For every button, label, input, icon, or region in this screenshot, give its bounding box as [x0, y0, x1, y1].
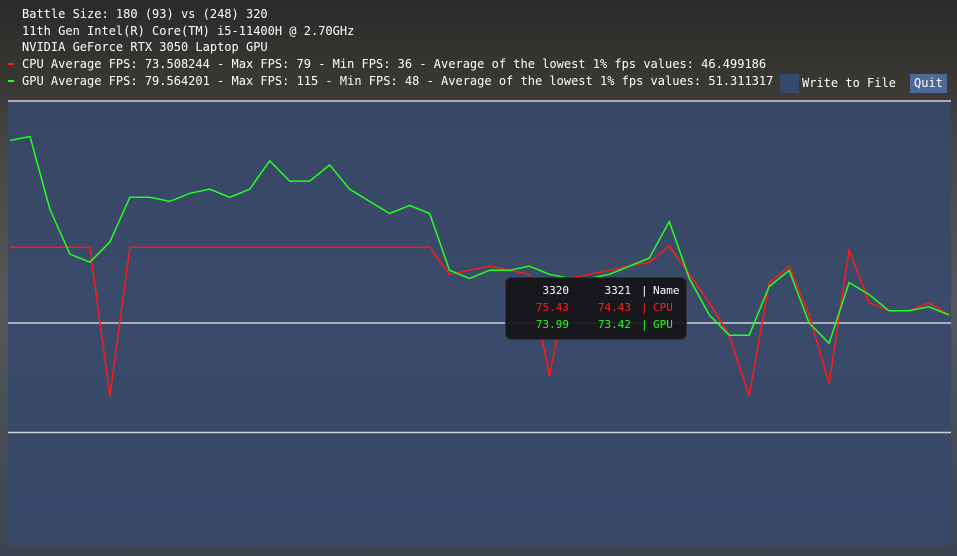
tooltip-separator: |	[641, 318, 648, 331]
tooltip-header-row: 3320 3321 | Name	[506, 284, 686, 300]
series-line-cpu	[10, 244, 950, 397]
quit-button[interactable]: Quit	[910, 74, 947, 93]
tooltip-separator: |	[641, 284, 648, 297]
gpu-name-text: NVIDIA GeForce RTX 3050 Laptop GPU	[22, 40, 268, 54]
tooltip-cpu-v2: 74.43	[597, 301, 631, 314]
cpu-stats-text: CPU Average FPS: 73.508244 - Max FPS: 79…	[22, 57, 767, 71]
tooltip-gpu-v1: 73.99	[535, 318, 569, 331]
tooltip-gpu-name: GPU	[653, 318, 673, 331]
cpu-name-text: 11th Gen Intel(R) Core(TM) i5-11400H @ 2…	[22, 24, 355, 38]
cpu-legend-swatch	[8, 63, 14, 65]
gpu-legend-swatch	[8, 80, 14, 82]
tooltip-cpu-row: 75.43 74.43 | CPU	[506, 301, 686, 317]
tooltip-name-header: Name	[653, 284, 680, 297]
tooltip-col2-header: 3321	[604, 284, 632, 297]
tooltip-cpu-v1: 75.43	[535, 301, 569, 314]
tooltip-separator: |	[641, 301, 648, 314]
battle-size-text: Battle Size: 180 (93) vs (248) 320	[22, 7, 268, 21]
tooltip-col1-header: 3320	[542, 284, 570, 297]
write-to-file-checkbox[interactable]	[780, 74, 799, 93]
gpu-stats-text: GPU Average FPS: 79.564201 - Max FPS: 11…	[22, 74, 774, 88]
tooltip-gpu-v2: 73.42	[597, 318, 631, 331]
fps-graph	[8, 100, 951, 546]
tooltip-gpu-row: 73.99 73.42 | GPU	[506, 318, 686, 334]
graph-tooltip: 3320 3321 | Name 75.43 74.43 | CPU 73.99…	[505, 277, 687, 340]
fps-chart-svg	[8, 100, 951, 434]
series-line-gpu	[9, 135, 950, 345]
tooltip-cpu-name: CPU	[653, 301, 673, 314]
write-to-file-label[interactable]: Write to File	[802, 76, 896, 90]
